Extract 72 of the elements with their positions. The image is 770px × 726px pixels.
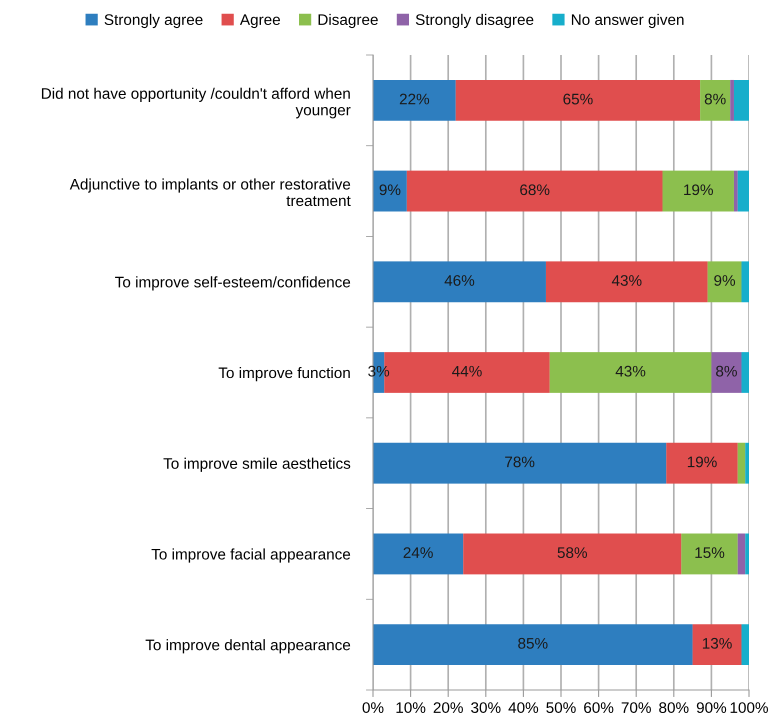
bar <box>373 534 464 574</box>
bar <box>734 170 738 212</box>
y-tick-label: To improve self-esteem/confidence <box>115 276 350 290</box>
y-tick-label: Did not have opportunity /couldn't afford when younger <box>42 88 351 118</box>
bar <box>373 170 407 212</box>
bar <box>711 352 742 393</box>
bar <box>546 261 708 302</box>
data-label: 3% <box>368 366 390 377</box>
x-tick-label: 70% <box>622 702 651 714</box>
x-tick-label: 0% <box>362 702 384 714</box>
y-tick-label: To improve dental appearance <box>146 639 350 654</box>
data-label: 15% <box>695 547 724 558</box>
bar <box>373 261 546 302</box>
x-tick-label: 80% <box>659 702 689 714</box>
data-label: 24% <box>404 547 433 558</box>
data-label: 78% <box>505 456 534 468</box>
bar <box>730 80 734 121</box>
data-label: 9% <box>380 184 400 196</box>
bar <box>745 442 749 484</box>
bar <box>456 80 700 121</box>
data-label: 22% <box>400 94 430 104</box>
legend-label: Strongly agree <box>104 14 203 28</box>
data-label: 43% <box>612 275 642 286</box>
x-tick-label: 30% <box>471 702 501 714</box>
bar <box>734 80 749 121</box>
legend-label: No answer given <box>572 14 684 28</box>
bar <box>741 352 749 393</box>
data-label: 8% <box>716 366 737 377</box>
x-tick-label: 60% <box>584 702 614 714</box>
data-label: 19% <box>684 184 713 196</box>
data-label: 13% <box>702 638 732 649</box>
bar <box>681 534 738 574</box>
x-tick-label: 90% <box>696 702 726 714</box>
data-label: 19% <box>688 456 717 468</box>
data-label: 46% <box>444 275 474 286</box>
bar <box>373 624 693 666</box>
bar <box>738 170 749 212</box>
bar <box>373 442 666 484</box>
bar <box>700 80 730 121</box>
x-tick-label: 100% <box>730 702 768 714</box>
x-tick-label: 10% <box>396 702 426 714</box>
x-tick-label: 20% <box>434 702 463 714</box>
legend-label: Agree <box>240 14 280 28</box>
legend-label: Disagree <box>318 14 378 28</box>
y-tick-label: Adjunctive to implants or other restorative treatment <box>70 178 351 206</box>
data-label: 44% <box>452 366 482 377</box>
y-tick-label: To improve function <box>218 366 350 382</box>
legend-label: Strongly disagree <box>416 14 534 28</box>
bar <box>738 534 746 574</box>
bar <box>708 261 742 302</box>
data-label: 43% <box>616 366 646 377</box>
bar <box>745 534 749 574</box>
data-label: 58% <box>558 547 588 558</box>
bar <box>373 80 456 121</box>
data-label: 85% <box>518 638 548 649</box>
x-tick-label: 40% <box>508 702 538 714</box>
bar <box>666 442 738 484</box>
y-tick-label: To improve facial appearance <box>152 548 350 563</box>
data-label: 8% <box>704 94 726 104</box>
y-tick-label: To improve smile aesthetics <box>163 458 350 472</box>
data-label: 9% <box>714 275 736 286</box>
bar <box>662 170 734 212</box>
bar <box>741 261 749 302</box>
bar <box>406 170 663 212</box>
bar <box>550 352 712 393</box>
bar <box>741 624 749 666</box>
bar <box>738 442 746 484</box>
x-tick-label: 50% <box>546 702 576 714</box>
bar <box>692 624 742 666</box>
data-label: 65% <box>563 94 593 104</box>
bar <box>463 534 682 574</box>
data-label: 68% <box>520 184 550 196</box>
